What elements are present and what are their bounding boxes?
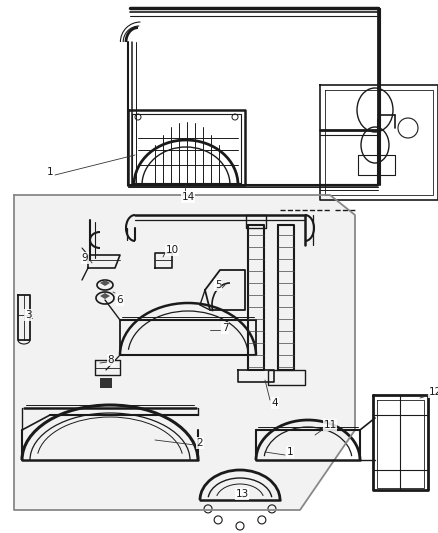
Text: 5: 5 bbox=[215, 280, 221, 290]
Text: 1: 1 bbox=[47, 167, 53, 177]
Text: 13: 13 bbox=[235, 489, 249, 499]
Polygon shape bbox=[100, 293, 110, 299]
Text: 11: 11 bbox=[323, 420, 337, 430]
Text: 12: 12 bbox=[428, 387, 438, 397]
Text: 7: 7 bbox=[222, 323, 228, 333]
Text: 3: 3 bbox=[25, 310, 31, 320]
Text: 4: 4 bbox=[272, 398, 278, 408]
Text: 9: 9 bbox=[82, 253, 88, 263]
Text: 2: 2 bbox=[197, 438, 203, 448]
Text: 14: 14 bbox=[181, 192, 194, 202]
Text: 10: 10 bbox=[166, 245, 179, 255]
Text: 1: 1 bbox=[287, 447, 293, 457]
Polygon shape bbox=[100, 378, 112, 388]
Text: 6: 6 bbox=[117, 295, 124, 305]
Text: 8: 8 bbox=[108, 355, 114, 365]
Polygon shape bbox=[100, 280, 110, 286]
Polygon shape bbox=[14, 195, 355, 510]
